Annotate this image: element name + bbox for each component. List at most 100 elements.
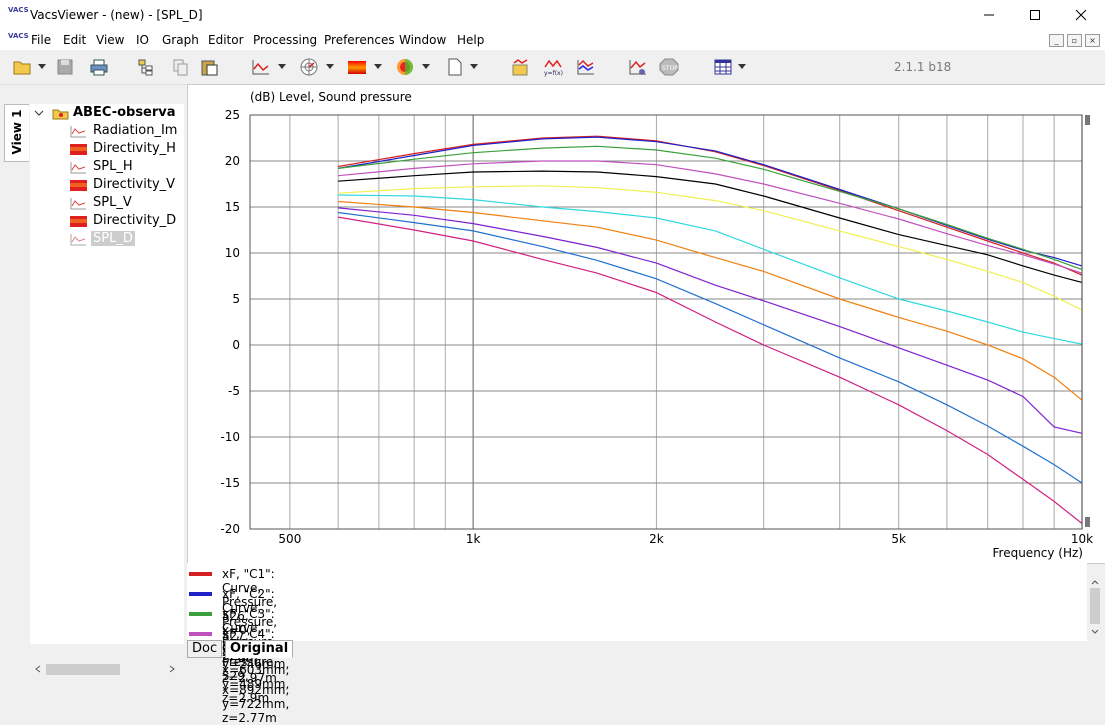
scroll-arrows-icon xyxy=(35,664,175,675)
svg-text:STOP: STOP xyxy=(662,65,678,72)
maximize-button[interactable] xyxy=(1012,0,1058,30)
title-bar: VACS VacsViewer - (new) - [SPL_D] xyxy=(0,0,1105,30)
x-axis-ticks: 500 1k 2k 5k 10k xyxy=(278,532,1093,546)
line-graph-icon xyxy=(70,234,86,246)
heatmap-icon xyxy=(348,61,366,74)
save-button[interactable] xyxy=(55,57,77,77)
menu-file[interactable]: File xyxy=(31,33,52,47)
folder-open-icon xyxy=(13,61,31,75)
legend-swatch xyxy=(189,572,212,576)
y-tick-label: -10 xyxy=(220,430,240,444)
tree-horizontal-scrollbar[interactable] xyxy=(30,661,180,678)
minimize-button[interactable] xyxy=(966,0,1012,30)
y-tick-label: -5 xyxy=(228,384,240,398)
balloon-graph-dropdown-arrow[interactable] xyxy=(422,64,430,69)
balloon-graph-button[interactable] xyxy=(394,57,416,77)
tab-original[interactable]: Original xyxy=(225,640,294,658)
tab-view-1[interactable]: View 1 xyxy=(4,104,29,162)
menu-graph[interactable]: Graph xyxy=(162,33,199,47)
menu-io[interactable]: IO xyxy=(136,33,149,47)
polar-graph-button[interactable] xyxy=(298,57,320,77)
series-line-7[interactable] xyxy=(338,194,1083,345)
formula-button[interactable]: y=f(x) xyxy=(542,57,564,77)
y-tick-label: 20 xyxy=(225,154,240,168)
polar-graph-dropdown-arrow[interactable] xyxy=(326,64,334,69)
table-icon xyxy=(714,59,732,75)
copy-button[interactable] xyxy=(170,57,192,77)
mdi-restore-button[interactable]: ▫ xyxy=(1067,34,1082,47)
tab-doc[interactable]: Doc xyxy=(187,640,223,658)
menu-window[interactable]: Window xyxy=(399,33,447,47)
y-scroll-handle-bottom[interactable] xyxy=(1085,517,1090,527)
menu-bar: VACS File Edit View IO Graph Editor Proc… xyxy=(0,30,1105,50)
frequency-response-chart[interactable]: (dB) Level, Sound pressure 25 20 15 10 5 0 -5 -… xyxy=(188,85,1105,563)
legend-scrollbar[interactable] xyxy=(1088,578,1102,638)
copy-icon xyxy=(173,59,188,76)
tree-icon xyxy=(138,59,153,76)
close-button[interactable] xyxy=(1058,0,1104,30)
open-button[interactable] xyxy=(12,57,34,77)
x-axis-label: Frequency (Hz) xyxy=(993,546,1084,560)
chart-grid xyxy=(250,114,1083,530)
series-line-3[interactable] xyxy=(338,145,1083,271)
table-button[interactable] xyxy=(712,57,734,77)
y-tick-label: 10 xyxy=(225,246,240,260)
balloon-icon xyxy=(397,59,413,75)
tree-item-label: SPL_H xyxy=(93,159,133,174)
series-line-2[interactable] xyxy=(337,136,1083,267)
window-title: VacsViewer - (new) - [SPL_D] xyxy=(30,8,203,22)
project-tree: ABEC-observa Radiation_Im Directivity_H … xyxy=(30,104,184,644)
legend-swatch xyxy=(189,612,212,616)
mdi-minimize-button[interactable]: _ xyxy=(1049,34,1064,47)
series-line-9[interactable] xyxy=(338,207,1083,434)
series-line-6[interactable] xyxy=(338,185,1083,311)
menu-help[interactable]: Help xyxy=(457,33,485,47)
tree-item-label: Directivity_V xyxy=(93,177,176,192)
document-dropdown-arrow[interactable] xyxy=(470,64,478,69)
menu-view[interactable]: View xyxy=(96,33,125,47)
stop-button[interactable]: STOP xyxy=(658,57,680,77)
x-tick-label: 2k xyxy=(649,532,664,546)
line-graph-button[interactable] xyxy=(250,57,272,77)
line-graph-icon xyxy=(70,162,86,174)
document-button[interactable] xyxy=(444,57,466,77)
print-button[interactable] xyxy=(88,57,110,77)
heatmap-icon xyxy=(70,144,87,155)
scroll-arrows-icon xyxy=(1090,580,1100,634)
series-line-4[interactable] xyxy=(338,160,1083,274)
tree-item-label: Radiation_Im xyxy=(93,123,178,138)
paste-button[interactable] xyxy=(199,57,221,77)
heatmap-icon xyxy=(70,216,87,227)
series-line-11[interactable] xyxy=(337,216,1083,524)
open-dropdown-arrow[interactable] xyxy=(38,64,46,69)
x-tick-label: 10k xyxy=(1071,532,1093,546)
x-tick-label: 500 xyxy=(278,532,301,546)
series-line-1[interactable] xyxy=(337,135,1083,276)
tree-properties-button[interactable] xyxy=(136,57,158,77)
process-icon xyxy=(512,59,528,76)
table-dropdown-arrow[interactable] xyxy=(738,64,746,69)
polar-graph-icon xyxy=(300,58,318,76)
line-graph-dropdown-arrow[interactable] xyxy=(278,64,286,69)
map-graph-button[interactable] xyxy=(346,57,368,77)
graph-settings-button[interactable] xyxy=(627,57,649,77)
map-graph-dropdown-arrow[interactable] xyxy=(374,64,382,69)
menu-preferences[interactable]: Preferences xyxy=(324,33,395,47)
collapse-chevron-icon[interactable] xyxy=(34,107,44,120)
mdi-app-icon[interactable]: VACS xyxy=(8,32,29,40)
y-tick-label: 0 xyxy=(232,338,240,352)
menu-edit[interactable]: Edit xyxy=(63,33,87,47)
series-line-8[interactable] xyxy=(338,200,1083,401)
menu-editor[interactable]: Editor xyxy=(208,33,244,47)
process-button[interactable] xyxy=(510,57,532,77)
y-tick-label: -15 xyxy=(220,476,240,490)
series-line-10[interactable] xyxy=(338,211,1083,484)
menu-processing[interactable]: Processing xyxy=(253,33,318,47)
multi-curve-icon xyxy=(577,59,594,75)
y-scroll-handle-top[interactable] xyxy=(1085,115,1090,125)
multi-curve-button[interactable] xyxy=(575,57,597,77)
tree-item-label: SPL_V xyxy=(93,195,132,210)
series-line-5[interactable] xyxy=(338,170,1083,283)
mdi-close-button[interactable]: × xyxy=(1085,34,1100,47)
tab-view-1-label: View 1 xyxy=(10,109,24,155)
